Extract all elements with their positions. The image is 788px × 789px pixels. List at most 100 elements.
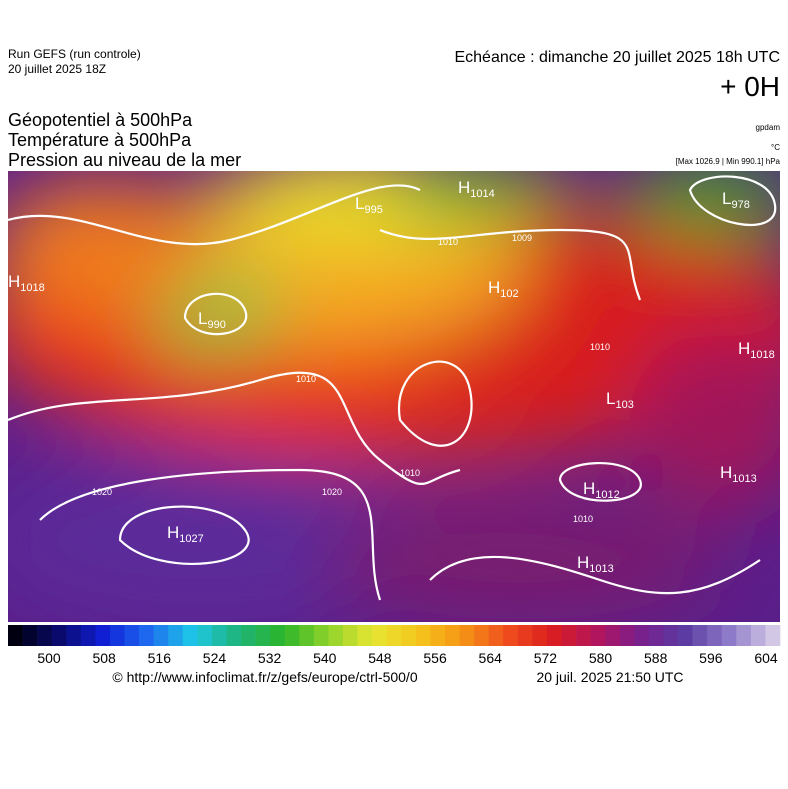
colorbar-swatch bbox=[66, 625, 82, 646]
colorbar-swatch bbox=[576, 625, 591, 646]
colorbar-tick-label: 524 bbox=[203, 650, 227, 666]
run-date: 20 juillet 2025 18Z bbox=[8, 62, 106, 76]
isobar-label: 1010 bbox=[400, 468, 420, 478]
colorbar-swatch bbox=[619, 625, 635, 646]
colorbar-swatch bbox=[124, 625, 140, 646]
colorbar-swatch bbox=[590, 625, 606, 646]
colorbar-swatch bbox=[386, 625, 402, 646]
colorbar-tick-label: 580 bbox=[589, 650, 613, 666]
colorbar-swatch bbox=[765, 625, 781, 646]
pressure-value: 1018 bbox=[750, 349, 774, 361]
colorbar-swatch bbox=[241, 625, 256, 646]
pressure-letter: L bbox=[198, 309, 207, 328]
pressure-value: 1013 bbox=[732, 473, 756, 485]
colorbar-swatch bbox=[692, 625, 708, 646]
source-url: © http://www.infoclimat.fr/z/gefs/europe… bbox=[112, 669, 417, 685]
pressure-value: 978 bbox=[731, 199, 749, 211]
colorbar-swatch bbox=[51, 625, 67, 646]
colorbar-tick-label: 532 bbox=[258, 650, 282, 666]
pressure-value: 1013 bbox=[589, 563, 613, 575]
pressure-center: H1012 bbox=[583, 479, 620, 501]
pressure-letter: H bbox=[8, 272, 20, 291]
unit: °C bbox=[771, 143, 780, 152]
colorbar-swatch bbox=[372, 625, 388, 646]
colorbar-swatch bbox=[750, 625, 766, 646]
pressure-labels: H1014L995L978H1018L990H102H1018L103H1013… bbox=[8, 178, 775, 575]
field-title: Température à 500hPa bbox=[8, 130, 192, 150]
colorbar-swatch bbox=[22, 625, 38, 646]
colorbar-swatch bbox=[153, 625, 169, 646]
colorbar: 500 508 516 524 532 540 548 556 564 572 580 588 596 6… bbox=[8, 625, 781, 666]
colorbar-tick-label: 604 bbox=[754, 650, 778, 666]
pressure-center: H1027 bbox=[167, 523, 204, 545]
colorbar-swatch bbox=[211, 625, 227, 646]
pressure-center: H1013 bbox=[577, 553, 614, 575]
pressure-center: H1013 bbox=[720, 463, 757, 485]
pressure-center: H1014 bbox=[458, 178, 495, 200]
pressure-center: L995 bbox=[355, 194, 383, 216]
colorbar-swatch bbox=[663, 625, 679, 646]
pressure-value: 995 bbox=[364, 204, 382, 216]
colorbar-tick-label: 564 bbox=[479, 650, 503, 666]
isobar-label: 1010 bbox=[573, 514, 593, 524]
colorbar-swatch bbox=[401, 625, 417, 646]
colorbar-swatch bbox=[634, 625, 650, 646]
colorbar-tick-label: 540 bbox=[313, 650, 337, 666]
colorbar-swatch bbox=[488, 625, 504, 646]
colorbar-swatch bbox=[648, 625, 664, 646]
isobar-label: 1010 bbox=[296, 374, 316, 384]
colorbar-swatch bbox=[80, 625, 96, 646]
pressure-value: 102 bbox=[500, 288, 518, 300]
pressure-letter: L bbox=[606, 389, 615, 408]
colorbar-swatch bbox=[168, 625, 184, 646]
colorbar-swatch bbox=[328, 625, 344, 646]
pressure-value: 1012 bbox=[595, 489, 619, 501]
colorbar-tick-label: 596 bbox=[699, 650, 723, 666]
colorbar-swatch bbox=[678, 625, 693, 646]
colorbar-swatch bbox=[503, 625, 519, 646]
pressure-letter: H bbox=[488, 278, 500, 297]
pressure-letter: H bbox=[720, 463, 732, 482]
pressure-letter: H bbox=[583, 479, 595, 498]
colorbar-tick-label: 508 bbox=[92, 650, 116, 666]
colorbar-swatch bbox=[270, 625, 286, 646]
colorbar-swatch bbox=[721, 625, 737, 646]
pressure-value: 1014 bbox=[470, 188, 494, 200]
colorbar-swatch bbox=[182, 625, 198, 646]
forecast-time: Echéance : dimanche 20 juillet 2025 18h … bbox=[454, 49, 780, 66]
colorbar-swatch bbox=[605, 625, 621, 646]
colorbar-swatch bbox=[8, 625, 23, 646]
field-title: Pression au niveau de la mer bbox=[8, 150, 241, 170]
pressure-value: 103 bbox=[615, 399, 633, 411]
pressure-center: H102 bbox=[488, 278, 519, 300]
pressure-center: L103 bbox=[606, 389, 634, 411]
colorbar-swatch bbox=[546, 625, 562, 646]
field-title: Géopotentiel à 500hPa bbox=[8, 110, 193, 130]
pressure-letter: L bbox=[722, 189, 731, 208]
colorbar-swatch bbox=[299, 625, 315, 646]
isobar-label: 1010 bbox=[438, 237, 458, 247]
colorbar-swatch bbox=[444, 625, 460, 646]
pressure-center: H1018 bbox=[738, 339, 775, 361]
colorbar-tick-label: 500 bbox=[37, 650, 61, 666]
colorbar-swatch bbox=[284, 625, 300, 646]
colorbar-swatch bbox=[707, 625, 723, 646]
unit: gpdam bbox=[756, 123, 781, 132]
pressure-letter: H bbox=[738, 339, 750, 358]
colorbar-swatch bbox=[474, 625, 489, 646]
pressure-value: 1027 bbox=[179, 533, 203, 545]
lead-time: + 0H bbox=[720, 71, 780, 102]
pressure-letter: H bbox=[167, 523, 179, 542]
colorbar-swatch bbox=[561, 625, 577, 646]
map bbox=[8, 171, 780, 622]
run-name: Run GEFS (run controle) bbox=[8, 47, 141, 61]
colorbar-swatch bbox=[430, 625, 446, 646]
pressure-center: H1018 bbox=[8, 272, 45, 294]
colorbar-swatch bbox=[139, 625, 154, 646]
colorbar-swatch bbox=[736, 625, 752, 646]
colorbar-swatch bbox=[532, 625, 548, 646]
isobar-label: 1009 bbox=[512, 233, 532, 243]
isobar-label: 1020 bbox=[92, 487, 112, 497]
colorbar-swatch bbox=[255, 625, 271, 646]
